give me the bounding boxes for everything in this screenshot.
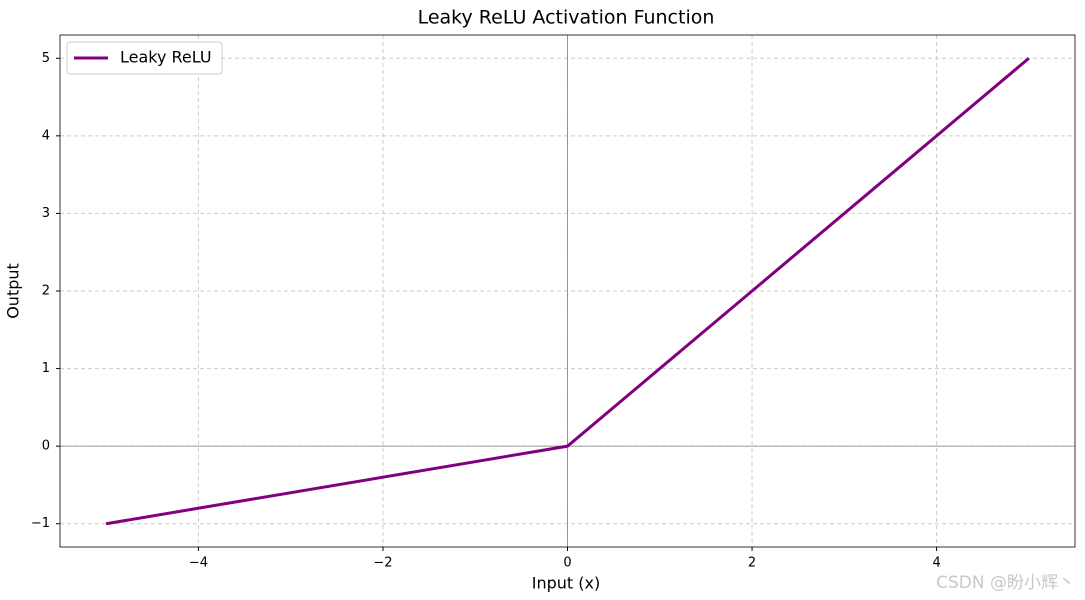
y-tick-label: 0 [42,439,50,454]
y-tick-label: 3 [42,206,50,221]
y-tick-label: 4 [42,128,50,143]
x-tick-label: −4 [189,556,208,571]
y-tick-label: 1 [42,361,50,376]
watermark: CSDN @盼小辉丶 [936,573,1075,593]
y-tick-label: 5 [42,51,50,66]
legend-label: Leaky ReLU [120,48,212,67]
x-tick-label: 4 [932,556,940,571]
line-series [105,57,1030,526]
y-tick-label: −1 [31,516,50,531]
y-tick-label: 2 [42,284,50,299]
y-axis-label: Output [4,263,23,319]
x-axis-label: Input (x) [532,574,600,593]
legend-box [66,41,223,75]
x-tick-label: −2 [373,556,392,571]
x-tick-label: 0 [563,556,571,571]
plot-frame [59,34,1076,548]
x-tick-label: 2 [748,556,756,571]
chart-title: Leaky ReLU Activation Function [418,7,715,29]
